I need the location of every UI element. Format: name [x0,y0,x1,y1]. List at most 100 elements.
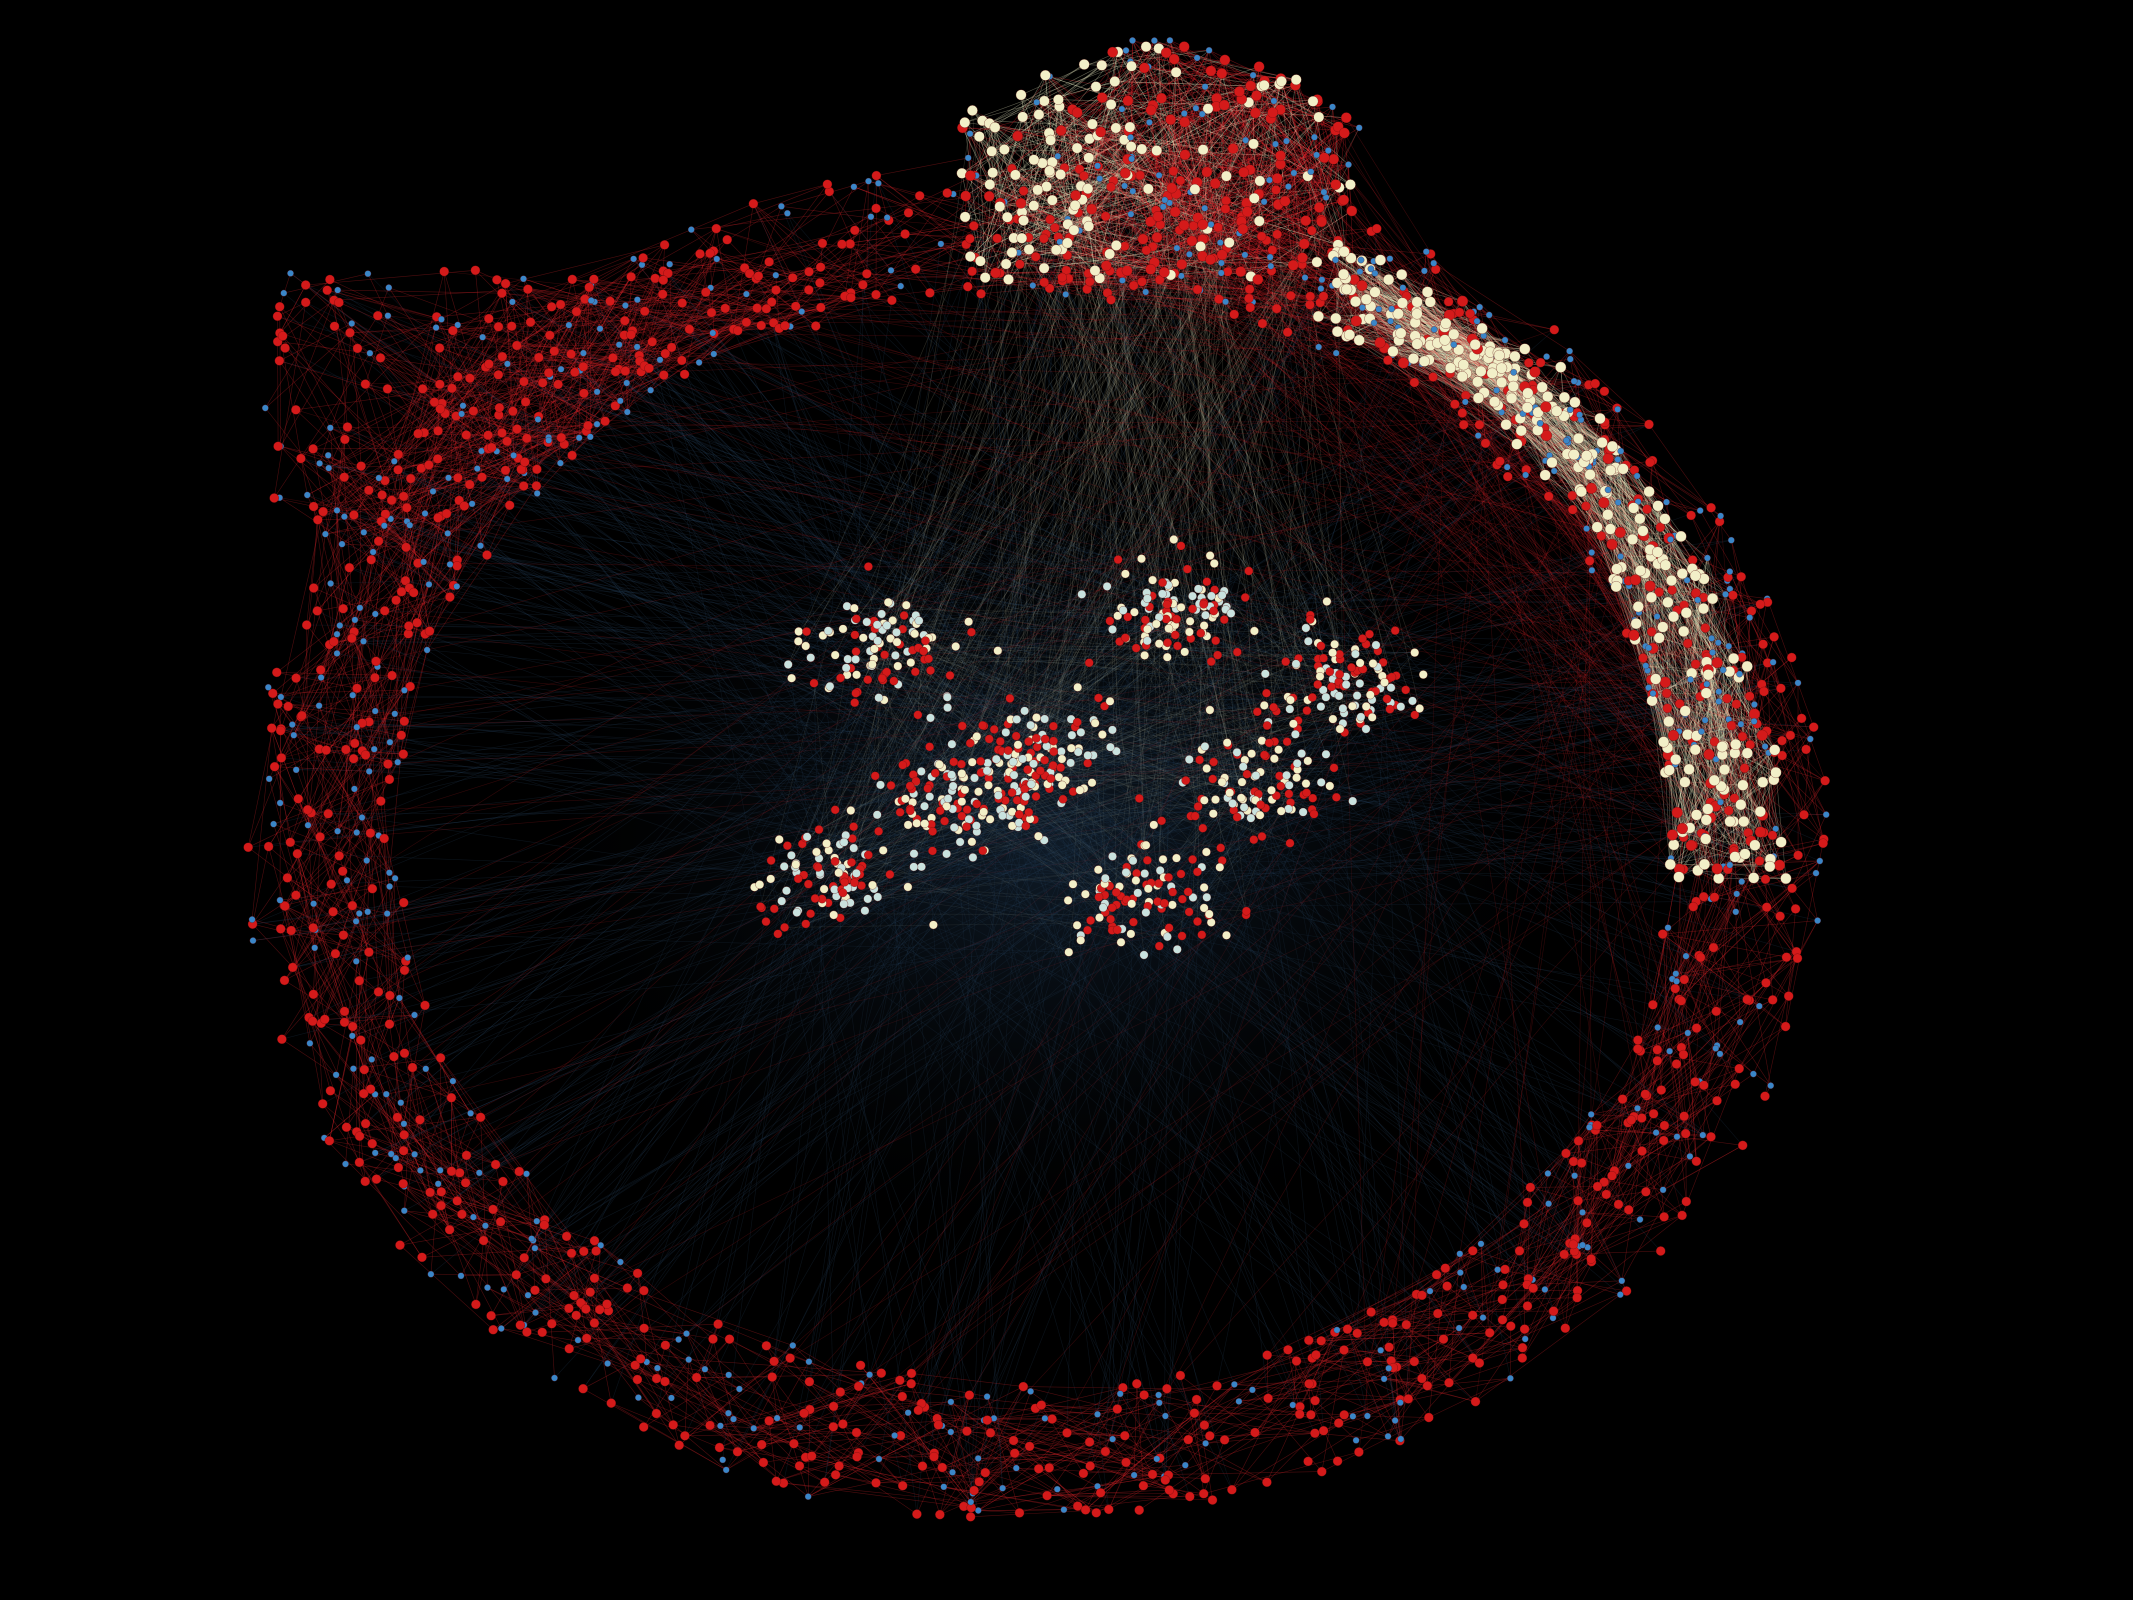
graph-edge [1645,1093,1685,1117]
graph-edge [639,278,757,356]
graph-edge [1702,1011,1717,1136]
graph-edge [1035,1387,1123,1409]
graph-edge [915,167,1065,270]
graph-edge [486,505,510,556]
graph-edge [1662,1145,1743,1191]
graph-edge [252,846,269,925]
graph-edge [1591,552,1693,561]
graph-edge [403,477,449,497]
graph-edge [1716,1022,1741,1101]
graph-edge [665,1345,764,1463]
graph-edge [1662,920,1818,935]
graph-edge [1662,814,1805,935]
graph-edge [584,298,625,336]
graph-edge [284,953,336,981]
graph-edge [1146,250,1310,306]
graph-edge [1388,1286,1465,1369]
graph-edge [313,587,361,609]
graph-edge [1312,1324,1407,1359]
graph-edge [1448,1253,1461,1383]
graph-edge [1696,860,1760,1029]
graph-edge [1078,207,1205,214]
graph-edge [637,1273,714,1340]
graph-edge [386,1094,458,1202]
graph-edge [349,434,489,568]
graph-edge [444,301,595,414]
graph-edge [355,921,406,962]
graph-edge [934,1418,995,1454]
graph-edge [985,1387,1124,1473]
graph-edge [728,1412,840,1467]
graph-edge [630,276,713,334]
graph-edge [1655,1132,1665,1217]
graph-edge [1693,744,1781,917]
graph-edge [430,1192,537,1222]
graph-edge [1347,1272,1461,1330]
graph-edge [313,506,335,642]
graph-edge [841,195,920,245]
graph-edge [1296,1360,1428,1387]
graph-edge [370,405,464,560]
graph-edge [1224,1349,1345,1441]
graph-edge [399,1244,494,1330]
graph-edge [1667,927,1673,980]
graph-edge [432,447,492,492]
graph-edge [646,1361,711,1426]
graph-edge [1231,1360,1297,1490]
graph-edge [386,1080,453,1095]
graph-edge [1226,200,1312,231]
graph-edge [363,997,400,1094]
graph-edge [1188,1384,1235,1440]
graph-edge [753,1357,791,1429]
graph-edge [1462,412,1486,444]
graph-edge [822,243,864,286]
graph-edge [1693,906,1750,1001]
graph-edge [488,318,538,494]
graph-edge [506,304,561,442]
graph-edge [1383,1253,1461,1380]
graph-edge [297,853,326,1020]
graph-edge [970,1451,1106,1503]
graph-edge [344,1014,415,1023]
graph-edge [1591,1047,1682,1126]
graph-edge [808,244,967,272]
graph-edge [1388,1284,1504,1348]
graph-edge [451,1113,471,1172]
graph-edge [336,491,434,654]
graph-edge [421,1245,601,1258]
graph-edge [868,180,1018,220]
graph-edge [1268,1383,1313,1399]
graph-edge [756,278,851,294]
graph-edge [1525,474,1701,511]
graph-edge [1204,1360,1392,1426]
graph-edge [1604,421,1721,517]
graph-edge [409,500,460,687]
graph-edge [274,766,314,928]
graph-edge [850,181,869,293]
graph-edge [729,1338,806,1458]
graph-edge [378,513,426,542]
graph-edge [795,286,968,307]
graph-edge [277,302,306,317]
graph-edge [328,468,376,615]
graph-edge [1596,1125,1598,1187]
graph-edge [1041,1404,1157,1460]
graph-edge [1234,1384,1409,1400]
graph-edge [325,521,382,535]
graph-edge [1047,1489,1170,1496]
graph-edge [487,1287,658,1369]
graph-edge [580,322,747,371]
graph-edge [349,485,524,568]
graph-edge [398,1119,421,1168]
graph-edge [1731,540,1768,732]
graph-edge [447,443,565,534]
graph-edge [312,762,398,928]
graph-edge [583,299,638,367]
graph-edge [315,754,366,930]
graph-edge [398,454,460,501]
graph-edge [1429,1290,1578,1292]
graph-edge [905,200,1077,235]
graph-edge [1714,872,1817,898]
graph-edge [308,934,344,1018]
graph-edge [870,216,931,294]
